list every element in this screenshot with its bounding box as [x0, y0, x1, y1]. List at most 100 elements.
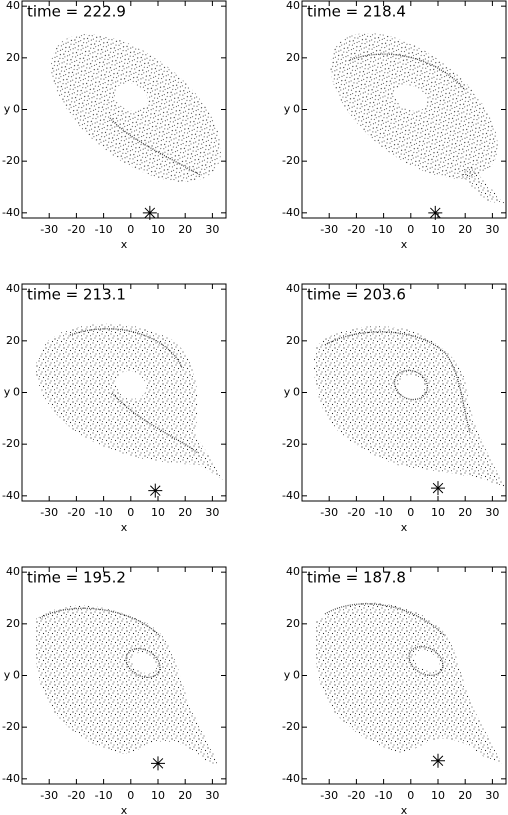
- y-tick-label: 20: [6, 334, 20, 347]
- x-tick-label: 0: [127, 223, 134, 236]
- x-tick-label: -20: [67, 789, 85, 802]
- x-tick-label: 0: [407, 506, 414, 519]
- particle-cloud: [35, 323, 225, 481]
- x-tick-label: -10: [95, 789, 113, 802]
- x-tick-label: 20: [458, 506, 472, 519]
- y-axis-label: y: [4, 103, 11, 116]
- x-tick-label: 0: [127, 506, 134, 519]
- x-tick-label: 30: [485, 789, 499, 802]
- particle-hole: [114, 83, 148, 111]
- x-tick-label: 10: [151, 223, 165, 236]
- x-tick-label: -10: [95, 506, 113, 519]
- y-tick-label: -20: [2, 437, 20, 450]
- y-tick-label: -20: [282, 437, 300, 450]
- y-axis-label: y: [284, 386, 291, 399]
- particle-strand: [324, 603, 446, 637]
- y-tick-label: 20: [286, 51, 300, 64]
- y-tick-label: 40: [6, 566, 20, 578]
- y-tick-label: -40: [282, 206, 300, 219]
- x-tick-label: 10: [151, 789, 165, 802]
- x-tick-label: 20: [178, 789, 192, 802]
- x-tick-label: -10: [375, 506, 393, 519]
- x-tick-label: -10: [375, 223, 393, 236]
- y-tick-label: 20: [286, 617, 300, 630]
- y-tick-label: 40: [286, 283, 300, 295]
- x-tick-label: 0: [407, 223, 414, 236]
- y-axis-label: y: [4, 669, 11, 682]
- x-axis-label: x: [401, 804, 408, 815]
- x-tick-label: -30: [320, 789, 338, 802]
- x-tick-label: 30: [485, 223, 499, 236]
- particle-ring: [125, 647, 161, 679]
- x-axis-label: x: [401, 238, 408, 249]
- chart-title: time = 195.2: [27, 569, 126, 587]
- y-tick-label: -20: [282, 154, 300, 167]
- x-axis-label: x: [121, 804, 128, 815]
- y-tick-label: 0: [293, 669, 300, 682]
- y-tick-label: 40: [286, 0, 300, 12]
- y-tick-label: 0: [13, 669, 20, 682]
- x-tick-label: 20: [178, 506, 192, 519]
- x-tick-label: -10: [95, 223, 113, 236]
- panel: -30 -20 -10 0 10 20 30 -40 -20 0 20 40 x y time = 218.…: [282, 0, 507, 249]
- x-axis-label: x: [401, 521, 408, 532]
- x-tick-label: -20: [67, 223, 85, 236]
- x-axis-label: x: [121, 238, 128, 249]
- particle-strand: [324, 331, 471, 434]
- y-tick-label: 0: [293, 103, 300, 116]
- x-tick-label: 10: [431, 789, 445, 802]
- star-marker: [431, 481, 445, 496]
- chart-title: time = 218.4: [307, 3, 406, 21]
- particle-hole: [414, 650, 440, 672]
- y-axis-label: y: [284, 103, 291, 116]
- y-tick-label: 0: [293, 386, 300, 399]
- particle-ring: [408, 645, 444, 677]
- star-marker: [431, 753, 445, 768]
- particle-hole: [398, 374, 424, 400]
- y-tick-label: -20: [2, 720, 20, 733]
- star-marker: [142, 205, 157, 220]
- y-tick-label: -40: [2, 206, 20, 219]
- y-tick-label: -40: [2, 772, 20, 785]
- y-tick-label: 20: [6, 51, 20, 64]
- particle-hole: [394, 84, 428, 112]
- y-tick-label: 40: [6, 0, 20, 12]
- x-tick-label: 30: [205, 223, 219, 236]
- y-axis-label: y: [4, 386, 11, 399]
- y-tick-label: 40: [286, 566, 300, 578]
- x-tick-label: 20: [458, 789, 472, 802]
- star-marker: [151, 756, 165, 771]
- particle-ring: [393, 369, 429, 401]
- particle-strand: [349, 53, 466, 91]
- x-tick-label: -10: [375, 789, 393, 802]
- particle-hole: [131, 652, 157, 674]
- panel: -30 -20 -10 0 10 20 30 -40 -20 0 20 40 x y time = 203.…: [282, 283, 507, 532]
- y-tick-label: 0: [13, 103, 20, 116]
- x-tick-label: 10: [151, 506, 165, 519]
- x-tick-label: -20: [347, 506, 365, 519]
- panel: -30 -20 -10 0 10 20 30 -40 -20 0 20 40 x y time = 213.…: [2, 283, 227, 532]
- panel: -30 -20 -10 0 10 20 30 -40 -20 0 20 40 x y time = 187.…: [282, 566, 507, 815]
- x-tick-label: -20: [67, 506, 85, 519]
- x-axis-label: x: [121, 521, 128, 532]
- star-marker: [148, 483, 163, 498]
- y-axis-label: y: [284, 669, 291, 682]
- particle-strand: [109, 117, 201, 176]
- y-tick-label: -40: [2, 489, 20, 502]
- x-tick-label: 0: [127, 789, 134, 802]
- x-tick-label: -30: [40, 789, 58, 802]
- y-tick-label: 0: [13, 386, 20, 399]
- y-tick-label: -20: [282, 720, 300, 733]
- x-tick-label: -30: [40, 506, 58, 519]
- x-tick-label: 30: [205, 506, 219, 519]
- panel: -30 -20 -10 0 10 20 30 -40 -20 0 20 40 x y time = 195.…: [2, 566, 227, 815]
- chart-title: time = 213.1: [27, 286, 126, 304]
- particle-tail: [460, 165, 506, 205]
- x-tick-label: -30: [320, 223, 338, 236]
- x-tick-label: 0: [407, 789, 414, 802]
- particle-cloud: [315, 602, 502, 764]
- y-tick-label: -20: [2, 154, 20, 167]
- x-tick-label: -20: [347, 789, 365, 802]
- chart-title: time = 222.9: [27, 3, 126, 21]
